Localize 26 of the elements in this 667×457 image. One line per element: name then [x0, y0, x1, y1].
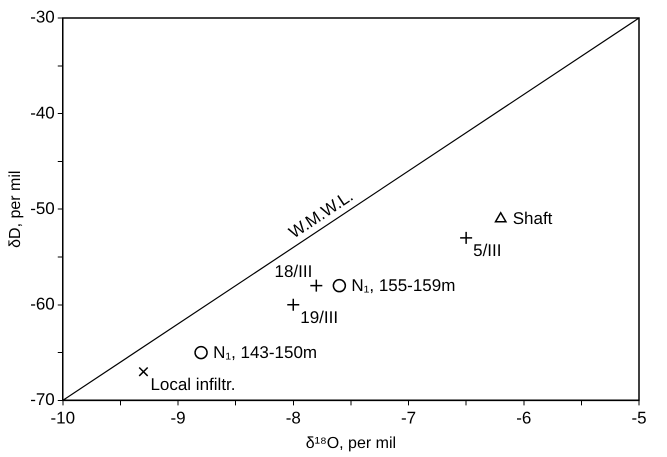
annotation: N₁, 143-150m [213, 342, 318, 362]
x-axis-title: δ¹⁸O, per mil [306, 434, 396, 452]
x-tick-label: -6 [516, 408, 532, 428]
annotation: 5/III [473, 241, 502, 260]
x-tick-label: -10 [50, 408, 76, 428]
annotation: 18/III [274, 262, 312, 281]
x-tick-label: -9 [170, 408, 186, 428]
annotation: 19/III [300, 308, 338, 327]
y-tick-label: -70 [30, 390, 55, 410]
x-tick-label: -7 [400, 408, 416, 428]
point [194, 346, 208, 360]
annotation: N₁, 155-159m [351, 276, 456, 295]
y-tick-label: -30 [30, 8, 55, 27]
x-tick-label: -8 [286, 408, 301, 428]
y-tick-label: -50 [30, 198, 55, 218]
point [138, 366, 148, 377]
point [310, 278, 324, 292]
annotation: Local infiltr. [150, 374, 236, 394]
annotation: Shaft [512, 208, 553, 228]
point [459, 231, 473, 245]
y-axis-title: δD, per mil [7, 170, 24, 248]
y-tick-label: -40 [30, 103, 55, 122]
point [332, 278, 346, 292]
point [494, 212, 507, 223]
y-tick-label: -60 [30, 294, 55, 314]
x-tick-label: -5 [631, 408, 647, 428]
